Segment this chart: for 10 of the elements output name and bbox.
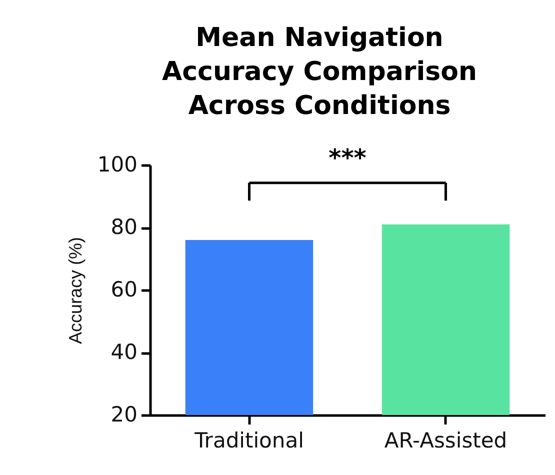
y-tick-label: 40 xyxy=(110,340,138,364)
y-tick-label: 100 xyxy=(97,152,138,176)
chart-title: Mean Navigation Accuracy Comparison Across Conditions xyxy=(162,22,478,121)
y-axis-title: Accuracy (%) xyxy=(65,236,86,344)
y-tick-label: 60 xyxy=(110,278,138,302)
x-tick-label: AR-Assisted xyxy=(384,428,508,452)
y-tick-label: 20 xyxy=(110,402,138,426)
annotation: *** xyxy=(328,144,367,172)
y-tick-label: 80 xyxy=(110,215,138,239)
x-tick-label: Traditional xyxy=(194,428,304,452)
